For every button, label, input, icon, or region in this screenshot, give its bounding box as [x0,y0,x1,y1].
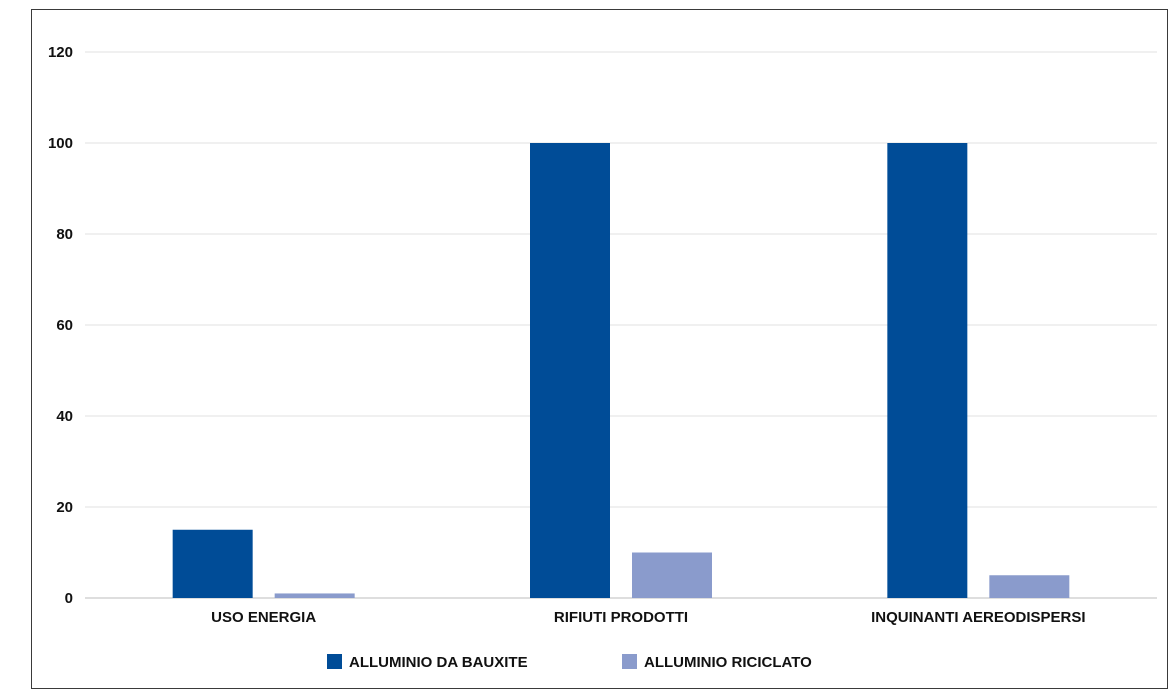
legend-label: ALLUMINIO DA BAUXITE [349,654,528,671]
legend-label: ALLUMINIO RICICLATO [644,654,812,671]
y-axis-ticks: 0 20 40 60 80 100 120 [48,44,73,607]
grid-lines [85,51,1157,599]
y-tick-label: 40 [56,408,73,425]
x-category-label: INQUINANTI AEREODISPERSI [871,609,1085,626]
bars [172,143,1070,598]
x-category-label: RIFIUTI PRODOTTI [554,609,688,626]
bar-riciclato-0 [274,593,355,598]
y-tick-label: 80 [56,226,73,243]
bar-bauxite-2 [887,143,968,598]
y-tick-label: 120 [48,44,73,61]
y-tick-label: 100 [48,135,73,152]
legend-swatch [622,654,637,669]
x-axis-labels: USO ENERGIA RIFIUTI PRODOTTI INQUINANTI AE… [211,609,1085,626]
y-tick-label: 20 [56,499,73,516]
bar-riciclato-1 [632,552,712,598]
legend: ALLUMINIO DA BAUXITE ALLUMINIO RICICLATO [327,654,812,671]
bar-bauxite-0 [172,529,253,598]
x-category-label: USO ENERGIA [211,609,316,626]
bar-riciclato-2 [989,575,1070,598]
y-tick-label: 60 [56,317,73,334]
legend-swatch [327,654,342,669]
bar-bauxite-1 [530,143,610,598]
y-tick-label: 0 [65,590,73,607]
